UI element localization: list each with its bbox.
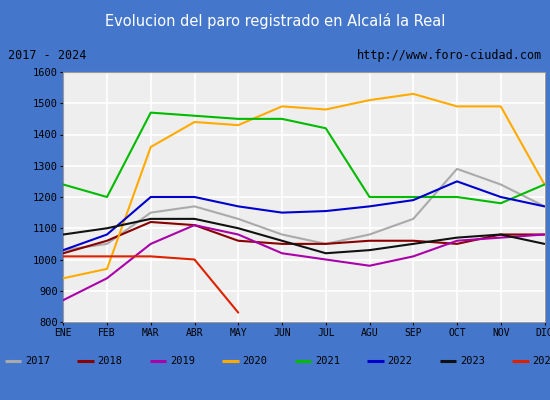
Text: 2018: 2018 (97, 356, 123, 366)
Text: Evolucion del paro registrado en Alcalá la Real: Evolucion del paro registrado en Alcalá … (105, 13, 445, 29)
Text: 2019: 2019 (170, 356, 195, 366)
Text: 2021: 2021 (315, 356, 340, 366)
Text: 2017 - 2024: 2017 - 2024 (8, 49, 86, 62)
Text: 2023: 2023 (460, 356, 485, 366)
Text: 2024: 2024 (532, 356, 550, 366)
Text: 2020: 2020 (243, 356, 268, 366)
Text: http://www.foro-ciudad.com: http://www.foro-ciudad.com (357, 49, 542, 62)
Text: 2017: 2017 (25, 356, 50, 366)
Text: 2022: 2022 (388, 356, 412, 366)
